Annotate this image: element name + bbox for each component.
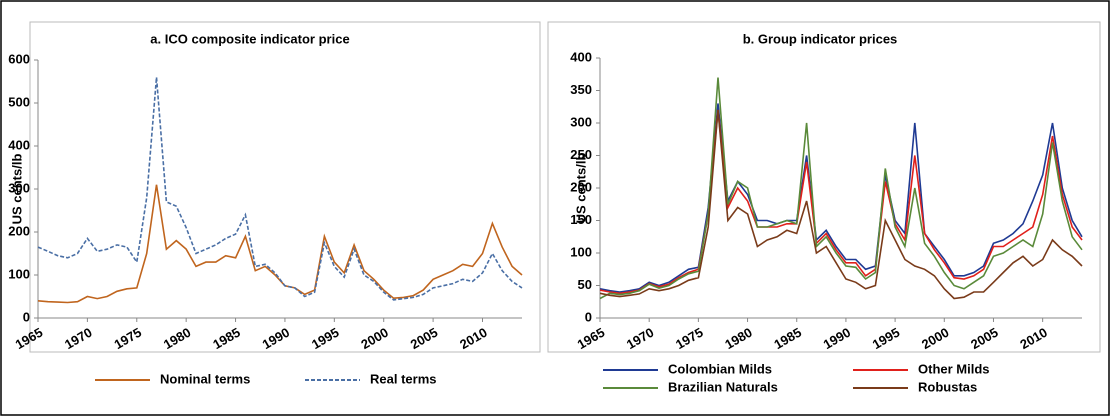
series-line	[599, 109, 1083, 295]
chart-title: a. ICO composite indicator price	[150, 31, 349, 46]
chart-title: b. Group indicator prices	[743, 31, 898, 46]
legend-label: Nominal terms	[160, 371, 250, 386]
y-tick-label: 400	[8, 137, 30, 152]
y-axis-label: US cents/lb	[9, 154, 24, 225]
y-tick-label: 0	[585, 309, 592, 324]
series-line	[599, 103, 1083, 293]
y-tick-label: 300	[570, 114, 592, 129]
y-tick-label: 100	[8, 266, 30, 281]
y-tick-label: 0	[23, 309, 30, 324]
y-tick-label: 250	[570, 147, 592, 162]
legend-label: Real terms	[370, 371, 436, 386]
legend-label: Colombian Milds	[668, 361, 772, 376]
series-line	[37, 77, 523, 301]
series-line	[599, 77, 1083, 300]
y-tick-label: 50	[578, 277, 592, 292]
panel-frame	[547, 21, 1101, 353]
series-line	[599, 109, 1083, 300]
y-tick-label: 600	[8, 51, 30, 66]
y-tick-label: 350	[570, 82, 592, 97]
y-tick-label: 100	[570, 244, 592, 259]
y-tick-label: 150	[570, 212, 592, 227]
legend-label: Brazilian Naturals	[668, 379, 778, 394]
y-tick-label: 500	[8, 94, 30, 109]
y-tick-label: 200	[8, 223, 30, 238]
legend-label: Other Milds	[918, 361, 990, 376]
y-tick-label: 300	[8, 180, 30, 195]
y-tick-label: 400	[570, 49, 592, 64]
panel-frame	[29, 21, 541, 353]
legend-label: Robustas	[918, 379, 977, 394]
y-tick-label: 200	[570, 179, 592, 194]
y-axis-label: US cents/lb	[573, 153, 588, 224]
